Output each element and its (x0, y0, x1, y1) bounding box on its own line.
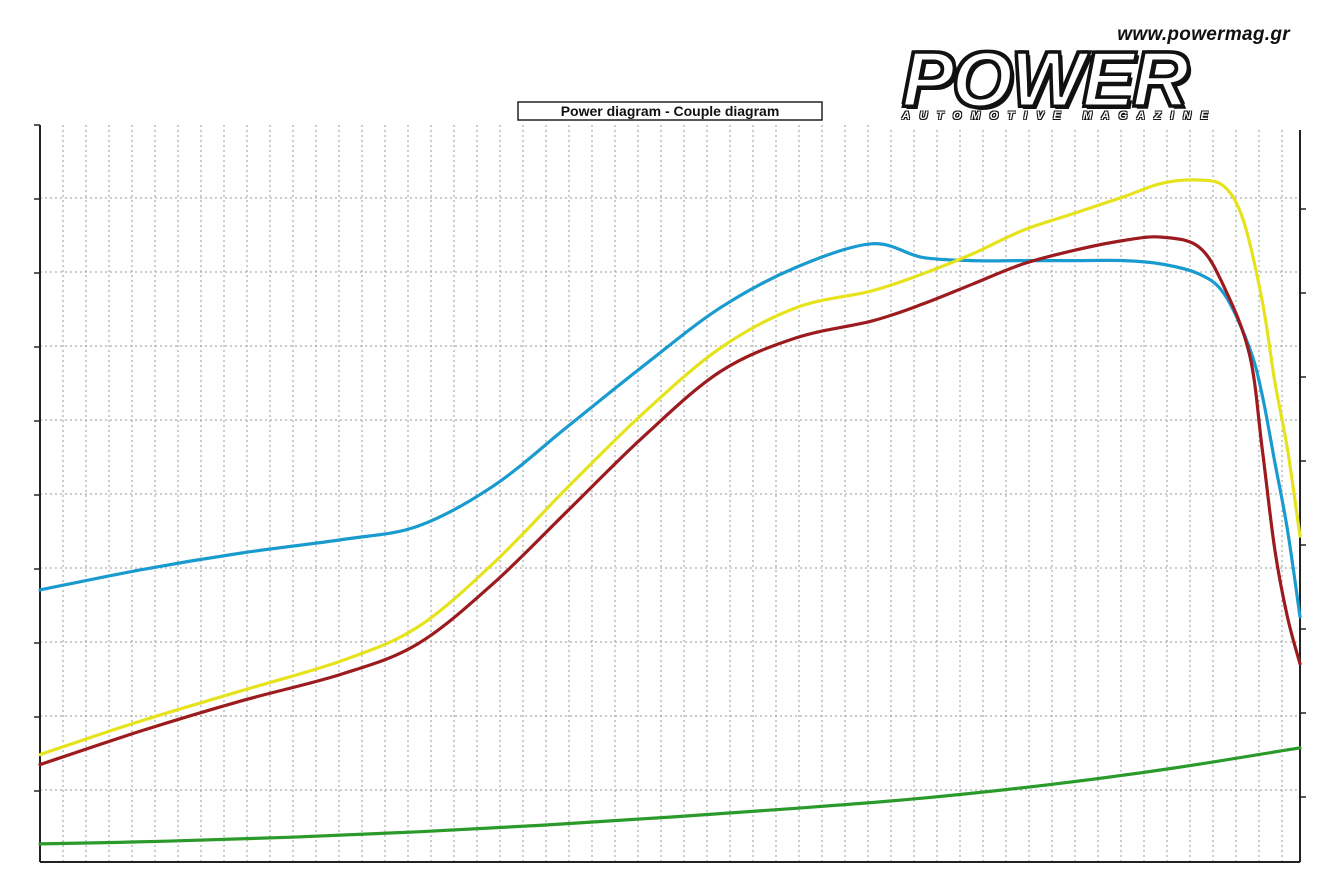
chart-title: Power diagram - Couple diagram (561, 103, 780, 119)
grid (40, 125, 1300, 862)
logo-url: www.powermag.gr (1117, 24, 1290, 45)
series-line-3 (38, 746, 1302, 846)
logo-tagline: AUTOMOTIVE MAGAZINE (902, 110, 1218, 122)
chart-title-box (517, 101, 823, 121)
series-line-0 (38, 242, 1302, 619)
chart-title-group: Power diagram - Couple diagram (517, 101, 823, 121)
series-line-2 (38, 235, 1302, 767)
series-layer (38, 178, 1302, 846)
logo-wordmark: POWER (901, 35, 1191, 123)
power-logo: www.powermag.gr POWER AUTOMOTIVE MAGAZIN… (888, 20, 1318, 130)
series-line-1 (38, 178, 1302, 757)
